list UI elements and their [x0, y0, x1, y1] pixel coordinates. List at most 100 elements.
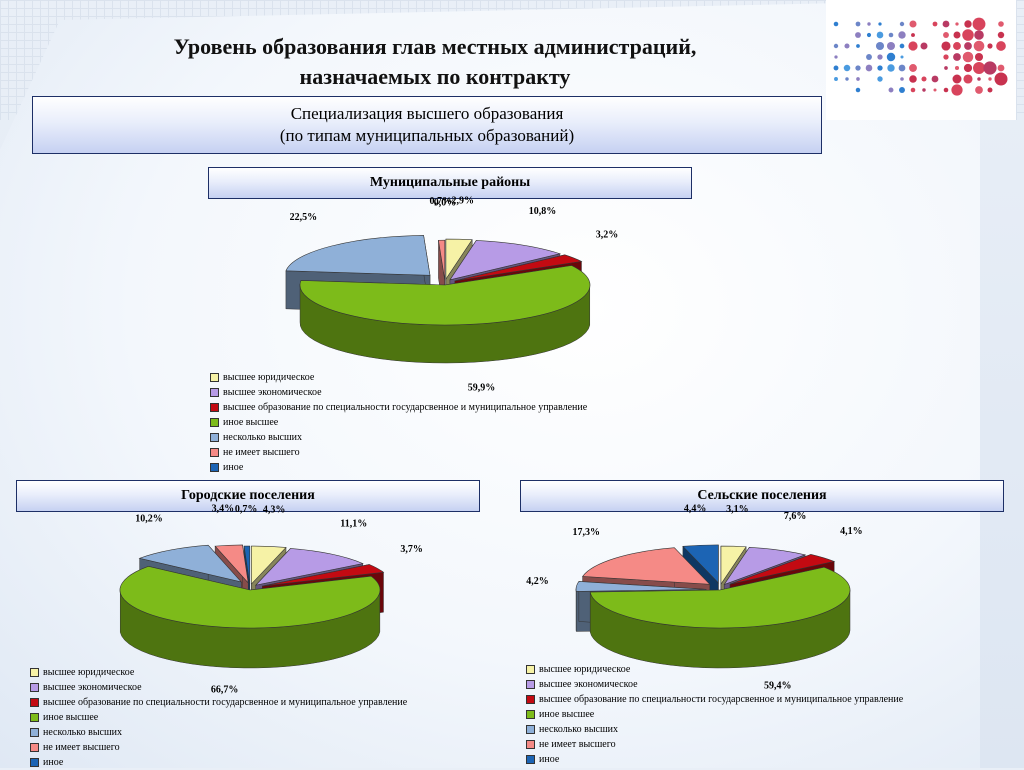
legend-swatch — [30, 713, 39, 722]
legend-label: несколько высших — [223, 432, 303, 443]
pie-data-label: 10,2% — [135, 513, 163, 524]
logo-dot — [921, 76, 927, 82]
logo-dot — [875, 41, 885, 51]
pie-data-label: 22,5% — [290, 212, 318, 223]
legend-urban: высшее юридическое высшее экономическое вы… — [30, 665, 407, 770]
legend-rural: высшее юридическое высшее экономическое вы… — [526, 662, 903, 767]
legend-swatch — [526, 665, 535, 674]
pie-data-label: 2,9% — [452, 195, 475, 206]
subtitle-banner: Специализация высшего образования (по ти… — [32, 96, 822, 154]
pie-chart-urban: 4,3% 11,1% 3,7% 66,7% 10,2% 3,4% 0,7% — [119, 503, 423, 696]
logo-dot — [988, 77, 992, 81]
logo-dot — [910, 87, 916, 93]
pie-chart-rural: 3,1% 7,6% 4,1% 59,4% 4,2% 17,3% 4,4% — [526, 503, 863, 691]
logo-dot — [900, 77, 904, 81]
logo-dot — [887, 64, 895, 72]
legend-label: не имеет высшего — [539, 739, 616, 750]
legend-label: иное — [539, 754, 560, 765]
logo-dot — [943, 54, 949, 60]
logo-dot — [833, 21, 839, 27]
logo-dot — [977, 77, 981, 81]
logo-dot — [953, 31, 961, 39]
slide-title: Уровень образования глав местных админис… — [70, 32, 800, 92]
logo-dot — [909, 20, 917, 28]
legend-swatch — [210, 403, 219, 412]
pie-slice-3 — [299, 265, 591, 364]
logo-dot — [833, 65, 839, 71]
pie-data-label: 4,1% — [840, 526, 863, 537]
legend-item: иное — [30, 755, 407, 770]
logo-dot — [964, 42, 972, 50]
legend-swatch — [30, 683, 39, 692]
legend-label: иное высшее — [43, 712, 99, 723]
logo-dot — [952, 74, 962, 84]
pie-data-label: 7,6% — [784, 511, 807, 522]
pie-data-label: 0,7% — [429, 196, 452, 207]
legend-label: высшее юридическое — [539, 664, 631, 675]
legend-label: высшее образование по специальности госу… — [223, 402, 588, 413]
logo-dot — [922, 88, 926, 92]
logo-dot — [888, 87, 894, 93]
legend-item: несколько высших — [210, 430, 587, 445]
legend-label: не имеет высшего — [223, 447, 300, 458]
legend-label: иное — [223, 462, 244, 473]
logo-dot — [876, 31, 884, 39]
legend-item: высшее экономическое — [210, 385, 587, 400]
slide-title-line1: Уровень образования глав местных админис… — [173, 34, 697, 59]
legend-swatch — [30, 698, 39, 707]
legend-swatch — [210, 433, 219, 442]
logo-dot — [866, 32, 872, 38]
logo-dots — [826, 0, 1016, 120]
legend-item: высшее юридическое — [210, 370, 587, 385]
legend-swatch — [526, 695, 535, 704]
subtitle-line1: Специализация высшего образования — [290, 104, 564, 123]
logo-dot — [844, 43, 850, 49]
legend-item: иное высшее — [30, 710, 407, 725]
legend-item: иное высшее — [210, 415, 587, 430]
logo-dot — [900, 55, 904, 59]
logo-dot — [856, 44, 860, 48]
legend-item: не имеет высшего — [210, 445, 587, 460]
logo-dot — [886, 52, 896, 62]
legend-item: иное — [210, 460, 587, 475]
logo-dot — [954, 65, 960, 71]
logo-dot — [955, 22, 959, 26]
logo-dot — [951, 84, 963, 96]
legend-item: несколько высших — [526, 722, 903, 737]
legend-swatch — [30, 743, 39, 752]
logo-dot — [908, 41, 918, 51]
logo-dot — [866, 54, 872, 60]
subtitle-line2: (по типам муниципальных образований) — [279, 126, 575, 145]
logo-dot — [843, 64, 851, 72]
logo-dot — [996, 41, 1006, 51]
legend-item: не имеет высшего — [30, 740, 407, 755]
logo-dot — [933, 88, 937, 92]
legend-label: иное — [43, 757, 64, 768]
pie-data-label: 10,8% — [529, 206, 557, 217]
logo-dot — [931, 75, 939, 83]
legend-swatch — [30, 758, 39, 767]
logo-dot — [833, 43, 839, 49]
legend-label: высшее экономическое — [539, 679, 638, 690]
legend-item: высшее экономическое — [526, 677, 903, 692]
logo-dot — [943, 87, 949, 93]
pie-data-label: 59,4% — [764, 681, 792, 692]
logo-dot — [962, 51, 974, 63]
legend-swatch — [526, 740, 535, 749]
pie-slice-3 — [119, 565, 381, 669]
logo-dot — [953, 53, 961, 61]
logo-dot — [972, 17, 986, 31]
logo-dot — [973, 62, 985, 74]
pie-data-label: 66,7% — [211, 685, 239, 696]
legend-item: несколько высших — [30, 725, 407, 740]
logo-dot — [997, 64, 1005, 72]
chart-title-districts: Муниципальные районы — [208, 167, 692, 199]
pie-data-label: 3,7% — [400, 544, 423, 555]
logo-dot — [855, 32, 861, 38]
pie-data-label: 0,0% — [434, 197, 457, 208]
chart-title-rural: Сельские поселения — [520, 480, 1004, 512]
legend-districts: высшее юридическое высшее экономическое вы… — [210, 370, 587, 475]
logo-dot — [855, 87, 861, 93]
logo-dot — [973, 40, 985, 52]
logo-dot — [975, 86, 983, 94]
